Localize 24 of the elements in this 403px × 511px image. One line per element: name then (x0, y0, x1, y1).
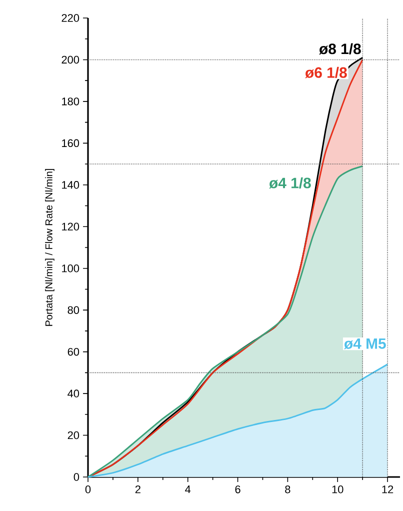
y-tick-label: 100 (62, 264, 80, 272)
y-tick-label: 80 (68, 306, 80, 314)
x-tick-label: 0 (85, 486, 91, 494)
y-tick-label: 40 (68, 390, 80, 398)
y-tick-label: 200 (62, 56, 80, 64)
y-tick-label: 120 (62, 222, 80, 231)
series-label: ø4 M5 (344, 338, 386, 350)
x-tick-label: 12 (382, 486, 394, 494)
series-label: ø6 1/8 (305, 66, 347, 78)
y-tick-label: 140 (62, 181, 80, 189)
x-tick-label: 8 (285, 486, 290, 494)
x-tick-label: 10 (332, 486, 344, 494)
x-tick-label: 6 (235, 486, 240, 494)
y-tick-label: 220 (62, 14, 80, 22)
y-tick-label: 0 (74, 473, 80, 481)
y-tick-label: 180 (62, 98, 80, 106)
y-tick-label: 160 (62, 139, 80, 148)
y-tick-label: 60 (68, 348, 80, 356)
series-label: ø4 1/8 (269, 177, 311, 189)
y-axis-title: Portata [Nl/min] / Flow Rate [Nl/min] (45, 169, 54, 326)
x-tick-label: 2 (135, 486, 140, 494)
y-tick-label: 20 (68, 431, 80, 440)
series-label: ø8 1/8 (319, 43, 361, 54)
x-tick-label: 4 (185, 486, 191, 494)
